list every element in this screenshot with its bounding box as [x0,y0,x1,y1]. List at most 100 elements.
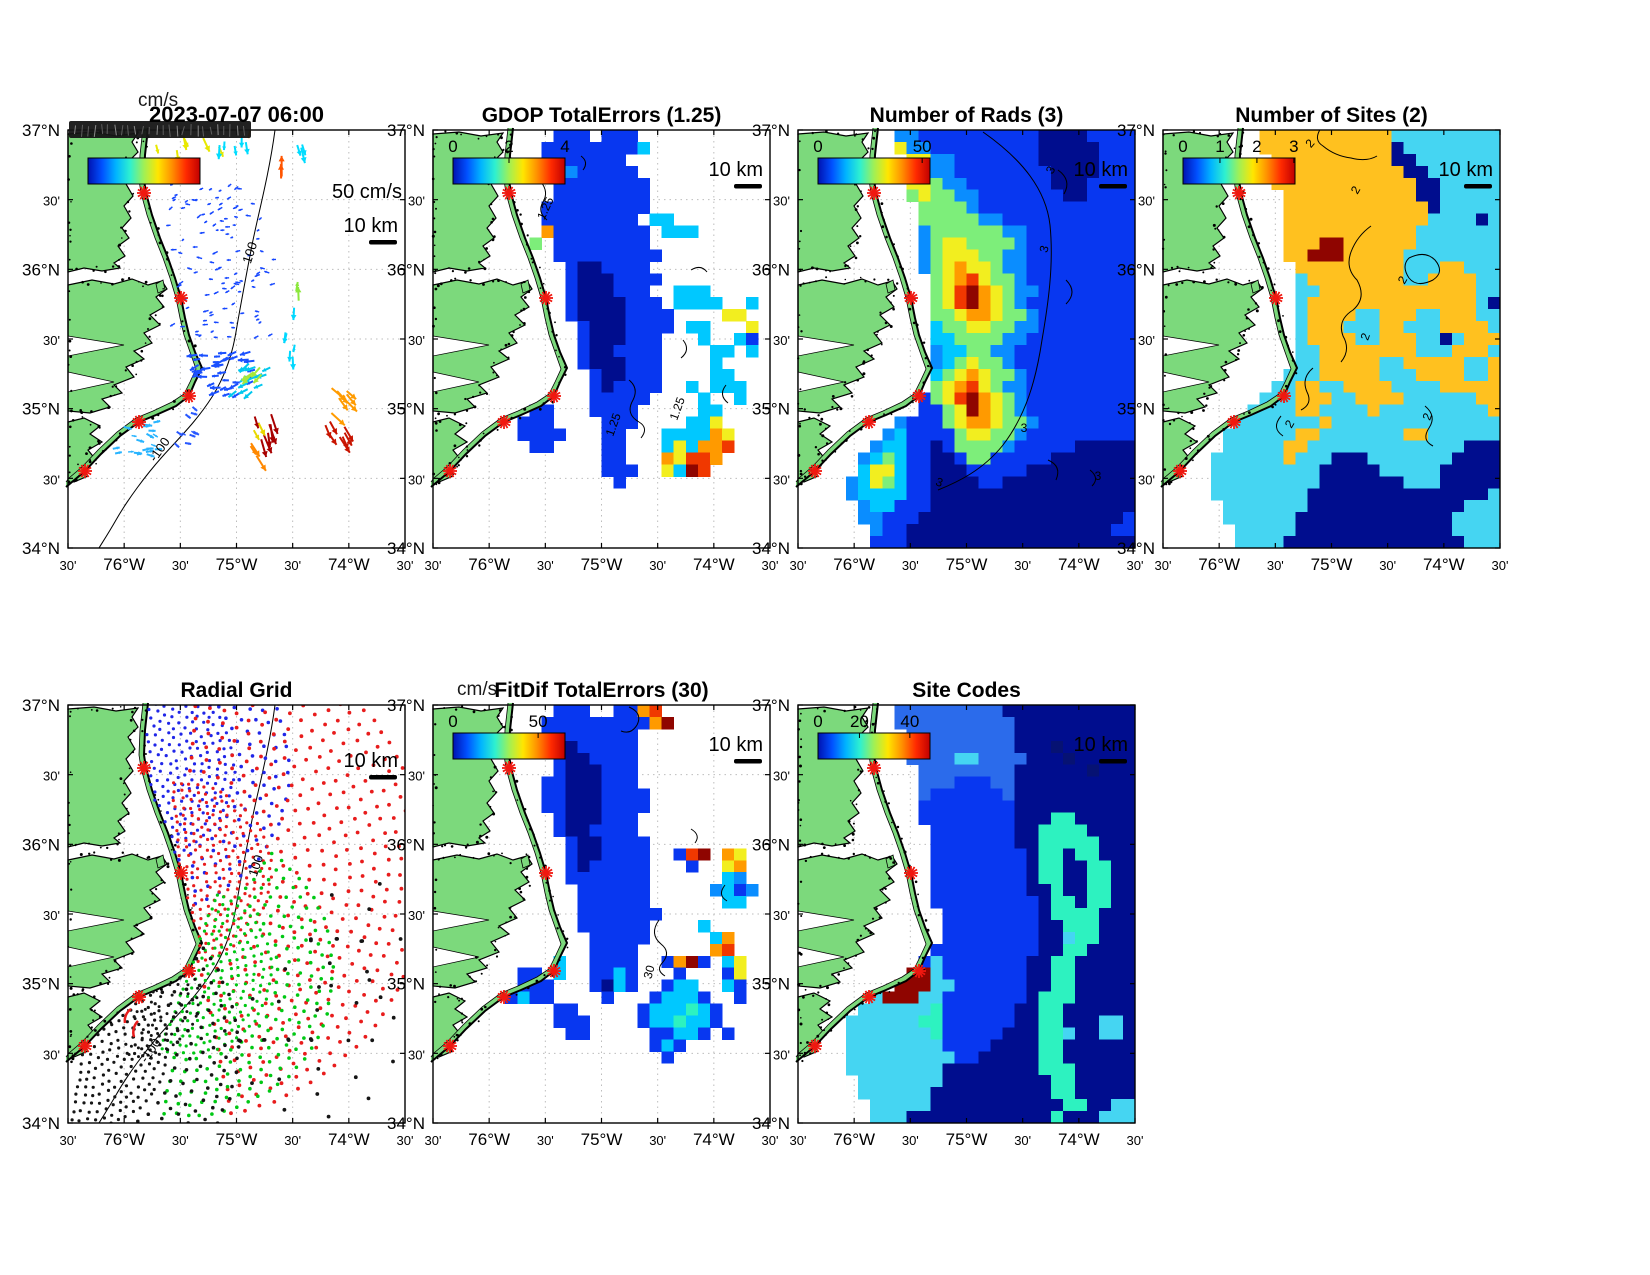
km-scale-bar [1099,184,1127,189]
y-tick-label: 30' [1138,333,1155,348]
y-tick-label: 36°N [1117,260,1155,279]
x-tick-label: 75°W [1311,555,1353,574]
x-tick-label: 30' [425,1133,442,1148]
units-label: cm/s [457,679,497,700]
y-tick-label: 36°N [387,835,425,854]
site-star-icon [78,1039,92,1053]
x-tick-label: 76°W [468,555,510,574]
heatmap-cells-gdop [517,130,759,489]
y-tick-label: 34°N [387,1114,425,1133]
y-tick-label: 30' [1138,194,1155,209]
colorbar: 0 50 [448,712,566,760]
radar-site-markers [78,186,196,478]
site-star-icon [443,464,457,478]
panel-title: Site Codes [912,679,1021,702]
site-star-icon [867,186,881,200]
site-star-icon [1227,415,1241,429]
x-tick-label: 30' [172,558,189,573]
radial-grid-dots [70,705,405,1123]
radar-site-markers [78,761,196,1053]
site-star-icon [174,866,188,880]
y-tick-label: 34°N [387,539,425,558]
colorbar-tick-label: 50 [913,137,932,156]
y-tick-label: 30' [1138,472,1155,487]
x-tick-label: 75°W [581,555,623,574]
contour-label: 1.25 [667,395,688,422]
y-tick-label: 34°N [1117,539,1155,558]
heatmap-cells-numrads [846,130,1135,548]
x-tick-label: 30' [425,558,442,573]
y-tick-label: 30' [43,908,60,923]
contour-label: 3 [934,475,945,491]
site-star-icon [137,761,151,775]
site-star-icon [862,415,876,429]
x-tick-label: 76°W [468,1130,510,1149]
x-tick-label: 30' [60,558,77,573]
panel-title: Number of Sites (2) [1235,104,1428,127]
x-tick-label: 30' [60,1133,77,1148]
y-tick-label: 30' [773,472,790,487]
x-tick-label: 30' [397,1133,414,1148]
units-label: cm/s [138,90,178,111]
km-scale-bar [734,759,762,764]
y-tick-label: 30' [43,472,60,487]
site-star-icon [904,866,918,880]
contour-label: 100 [245,853,266,878]
x-tick-label: 74°W [328,1130,370,1149]
x-tick-label: 30' [1492,558,1509,573]
site-star-icon [502,761,516,775]
colorbar-tick-label: 4 [560,137,569,156]
y-tick-label: 34°N [752,539,790,558]
km-scale-label: 10 km [344,750,398,772]
panel-fitdif: 30 30' 76°W 30' 75°W 30' 74°W 30' 37°N 30' 36°N 30'… [387,679,778,1149]
y-tick-label: 30' [43,1047,60,1062]
colorbar-tick-label: 0 [448,137,457,156]
x-tick-label: 74°W [1058,1130,1100,1149]
y-tick-label: 30' [773,908,790,923]
x-tick-label: 75°W [581,1130,623,1149]
y-tick-label: 35°N [387,975,425,994]
colorbar-tick-label: 0 [813,137,822,156]
y-tick-label: 30' [408,1047,425,1062]
panel-title: Radial Grid [180,679,292,702]
x-tick-label: 74°W [1058,555,1100,574]
km-scale-label: 10 km [709,734,763,756]
x-tick-label: 30' [1014,1133,1031,1148]
site-star-icon [547,964,561,978]
y-tick-label: 35°N [1117,400,1155,419]
site-star-icon [502,186,516,200]
x-tick-label: 30' [902,558,919,573]
colorbar-tick-label: 3 [1289,137,1298,156]
x-tick-label: 30' [902,1133,919,1148]
x-tick-label: 30' [790,558,807,573]
y-tick-label: 30' [773,769,790,784]
km-scale-label: 10 km [344,215,398,237]
panel-sitecodes: 30' 76°W 30' 75°W 30' 74°W 30' 37°N 30' 36°N 30' 35… [752,679,1143,1149]
km-scale-bar [369,775,397,780]
y-tick-label: 37°N [22,121,60,140]
y-tick-label: 30' [43,769,60,784]
site-star-icon [174,291,188,305]
y-tick-label: 34°N [22,539,60,558]
x-tick-label: 74°W [1423,555,1465,574]
heatmap-cells-fitdif [505,705,759,1064]
x-tick-label: 76°W [103,555,145,574]
x-tick-label: 74°W [693,1130,735,1149]
x-tick-label: 30' [537,558,554,573]
colorbar-tick-label: 1 [1215,137,1224,156]
site-star-icon [137,186,151,200]
site-star-icon [1269,291,1283,305]
x-tick-label: 74°W [693,555,735,574]
colorbar [69,121,251,185]
colorbar: 0 2 4 [448,137,570,185]
y-tick-label: 35°N [22,975,60,994]
site-star-icon [539,291,553,305]
y-tick-label: 36°N [387,260,425,279]
y-tick-label: 36°N [752,260,790,279]
contour-label: 30 [641,963,658,980]
x-tick-label: 30' [284,1133,301,1148]
x-tick-label: 30' [284,558,301,573]
site-star-icon [497,990,511,1004]
